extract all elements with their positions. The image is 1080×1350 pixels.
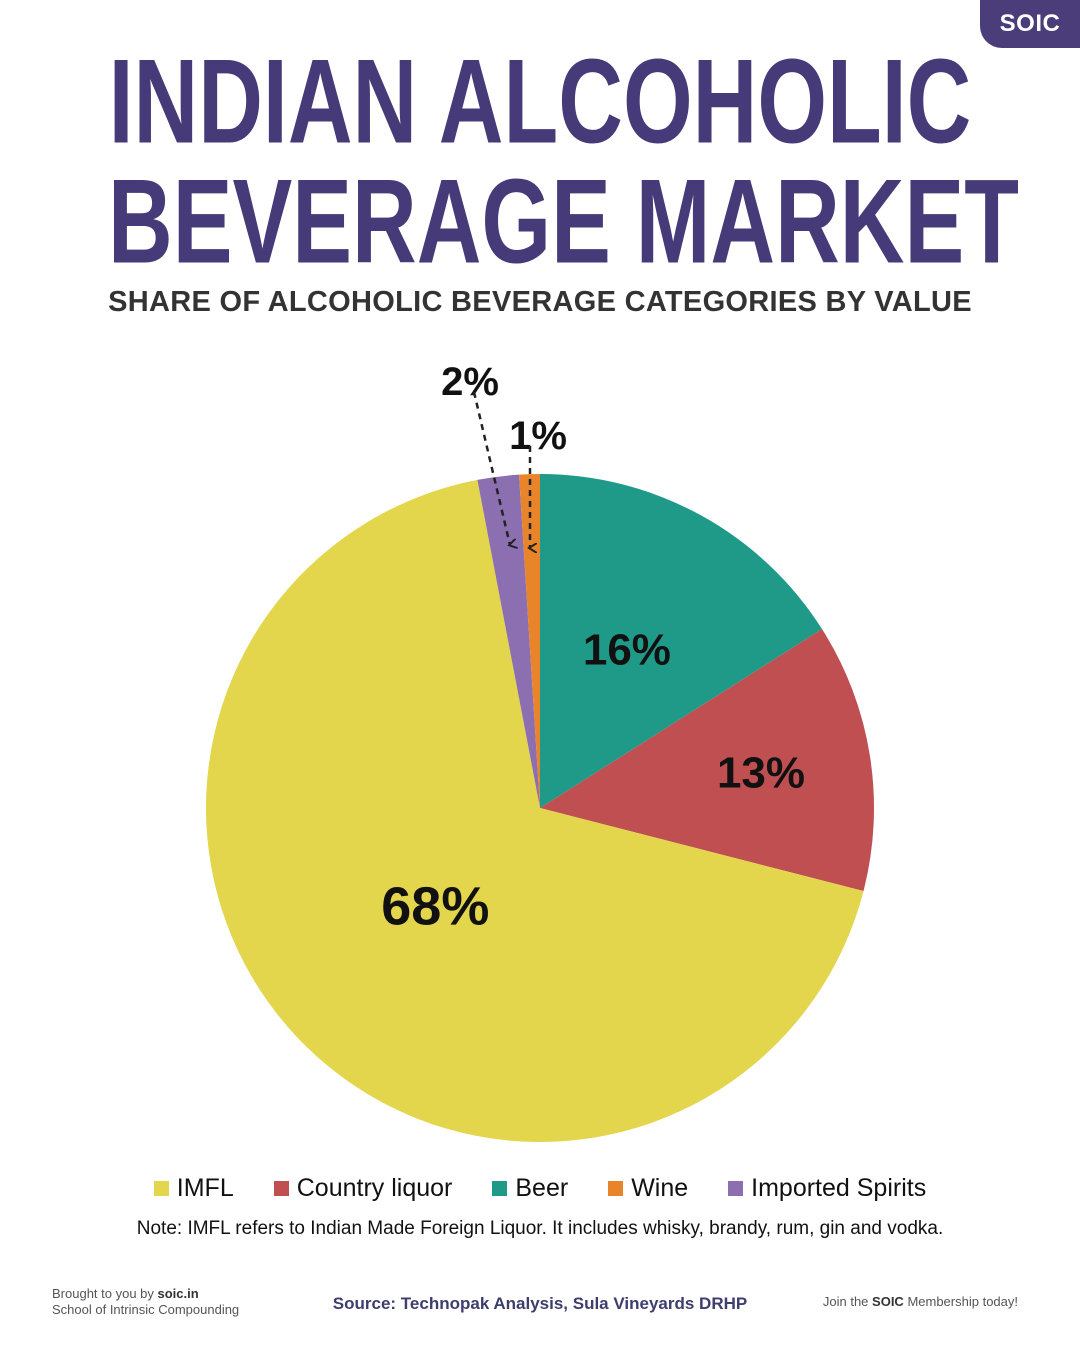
legend-swatch [492,1181,508,1196]
legend-item-imfl: IMFL [153,1174,234,1203]
source-text: Source: Technopak Analysis, Sula Vineyar… [332,1294,748,1313]
legend-item-country-liquor: Country liquor [273,1174,453,1203]
chart-note: Note: IMFL refers to Indian Made Foreign… [136,1218,944,1239]
pie-slice-imported-spirits [477,474,540,808]
legend-item-imported-spirits: Imported Spirits [728,1174,926,1203]
membership-cta[interactable]: Join the SOIC Membership today! [823,1294,1018,1309]
cta-suffix: Membership today! [903,1294,1018,1309]
chart-subtitle: SHARE OF ALCOHOLIC BEVERAGE CATEGORIES B… [108,286,972,318]
legend-swatch [273,1181,289,1196]
credit-prefix: Brought to you by [52,1286,158,1301]
cta-prefix: Join the [822,1294,873,1309]
pie-label-beer: 16% [583,625,671,674]
legend-label: Imported Spirits [751,1174,927,1202]
legend-item-wine: Wine [608,1174,688,1203]
label-arrow-imported-spirits [472,391,510,545]
legend-item-beer: Beer [492,1174,568,1203]
legend-label: Country liquor [296,1174,453,1202]
pie-slice-imfl [206,479,864,1143]
legend-swatch [728,1181,744,1196]
page-title-line2: BEVERAGE MARKET [108,154,1020,289]
pie-label-wine: 1% [509,414,567,458]
pie-slice-country-liquor [540,629,875,892]
pie-slice-wine [519,474,540,808]
legend-label: IMFL [176,1174,234,1202]
pie-label-imported-spirits: 2% [441,360,499,404]
legend-swatch [153,1181,169,1196]
legend-swatch [608,1181,624,1196]
footer-credit: Brought to you by soic.in School of Intr… [52,1286,239,1318]
cta-brand: SOIC [872,1294,904,1309]
site-link[interactable]: soic.in [157,1286,199,1301]
org-name: School of Intrinsic Compounding [52,1302,240,1317]
legend-label: Beer [515,1174,569,1202]
chart-legend: IMFL Country liquor Beer Wine Imported S… [0,1174,1080,1203]
pie-slice-beer [540,473,823,808]
pie-label-country-liquor: 13% [717,749,805,798]
legend-label: Wine [631,1174,689,1202]
pie-label-imfl: 68% [381,876,489,936]
page-title-line1: INDIAN ALCOHOLIC [108,34,972,169]
brand-tag[interactable]: SOIC [980,0,1080,48]
